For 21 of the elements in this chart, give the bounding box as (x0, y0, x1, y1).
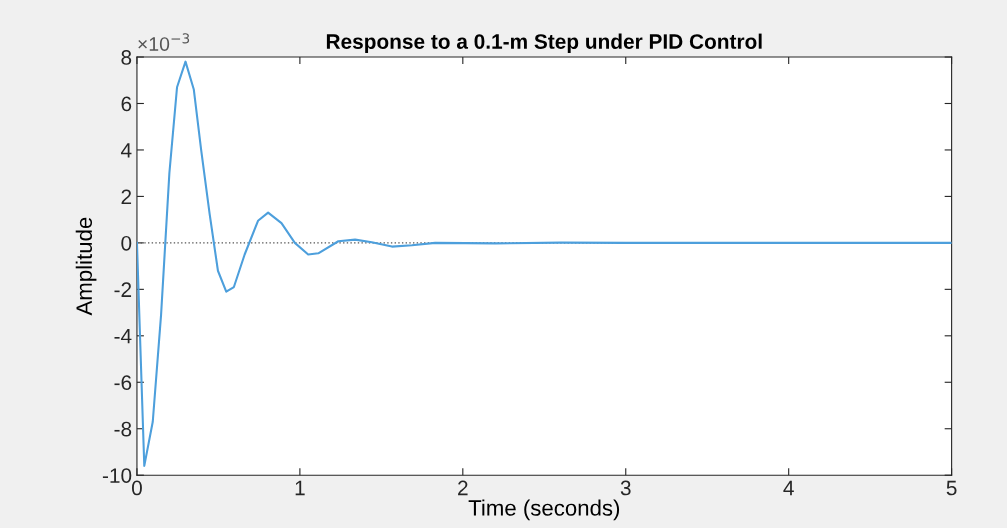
y-tick-label: 0 (121, 235, 132, 251)
y-tick-label: -6 (114, 375, 132, 391)
y-axis-title: Amplitude (75, 217, 97, 316)
x-tick-label: 1 (295, 480, 305, 496)
y-tick-label: 2 (121, 189, 132, 204)
x-tick-label: 3 (620, 480, 631, 496)
x-tick-label: 2 (458, 480, 468, 496)
line-series (136, 60, 952, 467)
chart-title: Response to a 0.1-m Step under PID Control (326, 33, 762, 54)
y-tick-label: 6 (121, 96, 132, 112)
y-tick-label: -10 (102, 468, 132, 483)
text: ×10$^{−3}$ (138, 33, 190, 51)
x-tick-label: 4 (783, 480, 794, 496)
x-tick-label: 0 (131, 480, 142, 496)
y-tick-label: 8 (121, 50, 132, 65)
x-tick-label: 5 (946, 480, 957, 496)
y-tick-label: -8 (114, 421, 132, 437)
x-axis-title: Time (seconds) (468, 499, 620, 521)
y-tick-label: -4 (114, 329, 132, 344)
y-tick-label: -2 (114, 282, 132, 297)
y-tick-label: 4 (120, 143, 132, 158)
